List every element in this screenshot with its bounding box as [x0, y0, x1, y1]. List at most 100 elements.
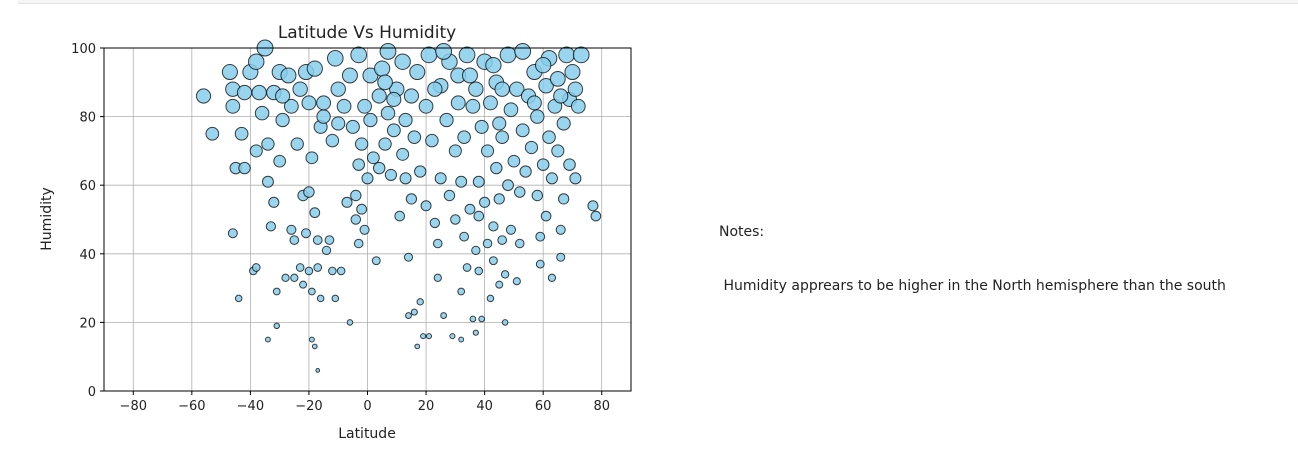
- data-point: [418, 98, 434, 114]
- data-point: [379, 42, 397, 60]
- data-point: [564, 63, 581, 81]
- data-point: [290, 137, 304, 151]
- data-point: [474, 119, 489, 134]
- data-point: [530, 109, 545, 124]
- data-point: [478, 315, 486, 323]
- data-point: [359, 224, 370, 235]
- data-point: [459, 231, 470, 242]
- data-point: [403, 88, 420, 104]
- data-point: [265, 221, 277, 232]
- data-point: [526, 95, 542, 111]
- data-point: [414, 343, 421, 350]
- data-point: [414, 165, 427, 178]
- data-point: [443, 189, 456, 202]
- grid-lines: [104, 47, 631, 392]
- data-point: [410, 308, 418, 316]
- scatter-chart: −80 −60 −40 −20 0 20 40 60 80 0 20 40 60 80 100 Latitu…: [39, 23, 632, 442]
- data-point: [378, 137, 392, 151]
- data-point: [330, 81, 346, 97]
- data-point: [590, 210, 602, 222]
- data-point: [254, 105, 270, 121]
- data-point: [374, 60, 391, 77]
- axis-ticks: −80 −60 −40 −20 0 20 40 60 80 0 20 40 60 80 100: [71, 42, 610, 414]
- data-point: [535, 259, 545, 269]
- data-point: [483, 95, 498, 111]
- data-point: [405, 312, 412, 319]
- data-point: [473, 210, 485, 222]
- data-point: [409, 63, 426, 81]
- data-point: [380, 105, 396, 121]
- data-point: [316, 95, 332, 111]
- data-point: [345, 119, 360, 134]
- data-point: [299, 280, 308, 289]
- data-point: [336, 98, 352, 114]
- data-point: [534, 56, 552, 74]
- data-point: [311, 343, 318, 350]
- data-point: [307, 287, 316, 296]
- data-point: [316, 294, 325, 303]
- data-point: [403, 252, 414, 262]
- data-point: [425, 333, 433, 340]
- data-point: [312, 235, 323, 245]
- data-point: [519, 165, 532, 178]
- data-point: [495, 130, 509, 144]
- data-point: [234, 126, 249, 141]
- data-point: [371, 256, 381, 266]
- data-point: [464, 203, 476, 215]
- data-point: [386, 91, 402, 107]
- data-point: [488, 256, 498, 266]
- data-point: [341, 196, 353, 208]
- data-point: [346, 319, 354, 326]
- data-point: [535, 231, 546, 242]
- data-point: [500, 270, 510, 279]
- data-point: [469, 315, 477, 323]
- data-point: [405, 193, 418, 205]
- data-point: [457, 130, 471, 144]
- y-tick-label: 0: [88, 385, 96, 400]
- x-tick-label: 60: [535, 399, 552, 414]
- data-point: [324, 235, 335, 245]
- data-point: [316, 109, 331, 124]
- data-point: [420, 46, 438, 64]
- data-point: [505, 224, 517, 235]
- data-point: [238, 161, 251, 175]
- data-point: [261, 175, 274, 188]
- data-point: [309, 207, 321, 219]
- x-tick-label: −20: [295, 399, 322, 414]
- data-point: [434, 172, 447, 185]
- data-point: [429, 217, 441, 229]
- data-point: [249, 144, 263, 158]
- data-point: [499, 46, 517, 64]
- data-point: [495, 280, 504, 289]
- data-point: [350, 46, 368, 64]
- data-point: [427, 81, 443, 97]
- data-point: [449, 333, 456, 340]
- data-point: [264, 336, 271, 343]
- data-point: [301, 228, 312, 239]
- cell-output-border: [18, 0, 1298, 4]
- data-point: [556, 116, 571, 131]
- y-tick-label: 40: [79, 248, 96, 263]
- data-point: [450, 95, 466, 111]
- data-point: [492, 116, 507, 131]
- data-point: [356, 203, 368, 215]
- data-point: [432, 238, 443, 249]
- data-point: [398, 112, 413, 128]
- data-point: [280, 67, 297, 84]
- data-point: [448, 144, 462, 158]
- data-point: [420, 200, 432, 212]
- data-point: [531, 189, 544, 202]
- data-point: [480, 144, 495, 158]
- data-point: [482, 238, 493, 249]
- data-point: [570, 98, 586, 114]
- data-point: [195, 88, 212, 104]
- data-point: [450, 214, 461, 225]
- data-point: [416, 298, 424, 306]
- data-point: [479, 196, 491, 208]
- data-point: [524, 140, 539, 155]
- data-point: [225, 98, 241, 114]
- x-axis-label: Latitude: [338, 426, 396, 442]
- data-point: [292, 81, 308, 97]
- data-point: [420, 333, 427, 340]
- data-point: [514, 238, 525, 249]
